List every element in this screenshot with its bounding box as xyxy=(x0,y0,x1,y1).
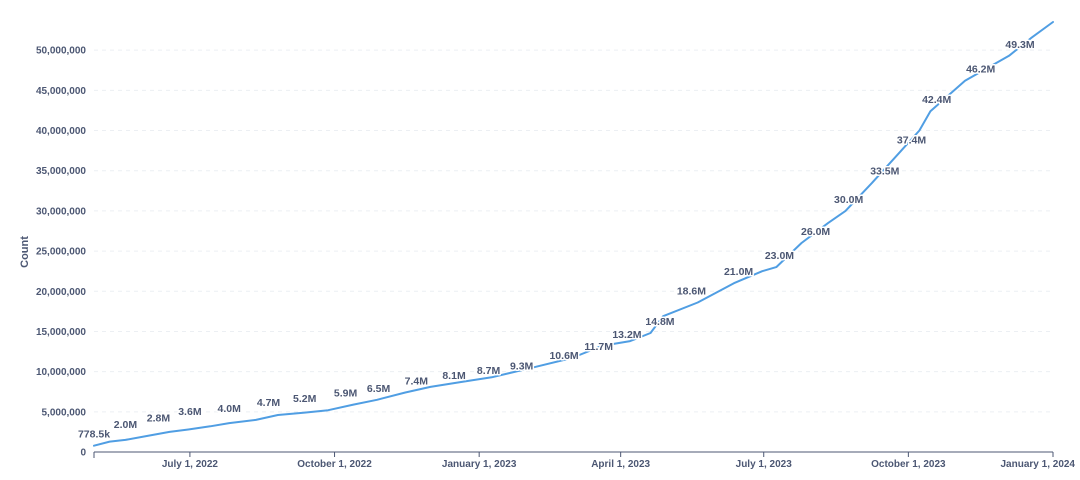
data-label: 7.4M xyxy=(405,376,429,388)
y-axis-ticks: 0 5,000,000 10,000,000 15,000,000 20,000,000… xyxy=(36,46,87,459)
y-tick-label: 20,000,000 xyxy=(36,287,86,298)
data-label: 18.6M xyxy=(677,286,706,298)
data-label: 2.8M xyxy=(147,412,171,424)
data-label: 778.5k xyxy=(78,429,110,441)
series-line xyxy=(93,21,1054,447)
axes xyxy=(93,451,1053,458)
x-tick-label: October 1, 2022 xyxy=(297,459,372,470)
data-label: 4.7M xyxy=(257,397,281,409)
data-label: 49.3M xyxy=(1005,39,1034,51)
y-tick-label: 40,000,000 xyxy=(36,126,86,137)
y-tick-label: 10,000,000 xyxy=(36,367,86,378)
data-label: 8.7M xyxy=(477,365,501,377)
x-tick-label: October 1, 2023 xyxy=(871,459,946,470)
series-layer xyxy=(93,21,1054,447)
x-tick-label: January 1, 2023 xyxy=(442,459,517,470)
data-label: 13.2M xyxy=(612,329,641,341)
data-label: 33.5M xyxy=(870,166,899,178)
y-tick-label: 15,000,000 xyxy=(36,327,86,338)
data-labels: 778.5k 2.0M 2.8M 3.6M 4.0M 4.7M 5.2M 5.9M 6.5M 7.… xyxy=(76,37,1036,442)
data-label: 42.4M xyxy=(922,94,951,106)
y-tick-label: 30,000,000 xyxy=(36,206,86,217)
data-label: 21.0M xyxy=(724,266,753,278)
data-label: 46.2M xyxy=(966,64,995,76)
x-tick-label: January 1, 2024 xyxy=(1001,459,1076,470)
x-tick-label: July 1, 2022 xyxy=(162,459,219,470)
data-label: 23.0M xyxy=(765,250,794,262)
data-label: 5.2M xyxy=(293,393,317,405)
x-axis-ticks: July 1, 2022 October 1, 2022 January 1, 20… xyxy=(162,452,1076,470)
data-label: 14.8M xyxy=(645,316,674,328)
data-label: 10.6M xyxy=(549,350,578,362)
y-tick-label: 5,000,000 xyxy=(42,407,87,418)
y-tick-label: 0 xyxy=(80,448,86,459)
data-label: 6.5M xyxy=(367,383,391,395)
y-axis-label: Count xyxy=(19,236,31,268)
data-label: 4.0M xyxy=(218,403,242,415)
data-label: 11.7M xyxy=(584,341,613,353)
data-label: 8.1M xyxy=(442,370,466,382)
data-label: 2.0M xyxy=(114,419,138,431)
data-label: 30.0M xyxy=(834,194,863,206)
x-tick-label: April 1, 2023 xyxy=(591,459,650,470)
y-tick-label: 25,000,000 xyxy=(36,247,86,258)
data-label: 3.6M xyxy=(178,406,202,418)
y-tick-label: 35,000,000 xyxy=(36,166,86,177)
y-tick-label: 45,000,000 xyxy=(36,86,86,97)
x-tick-label: July 1, 2023 xyxy=(736,459,793,470)
data-label: 37.4M xyxy=(897,134,926,146)
data-label: 9.3M xyxy=(510,360,534,372)
data-label: 5.9M xyxy=(334,388,358,400)
y-tick-label: 50,000,000 xyxy=(36,46,86,57)
data-label: 26.0M xyxy=(801,226,830,238)
